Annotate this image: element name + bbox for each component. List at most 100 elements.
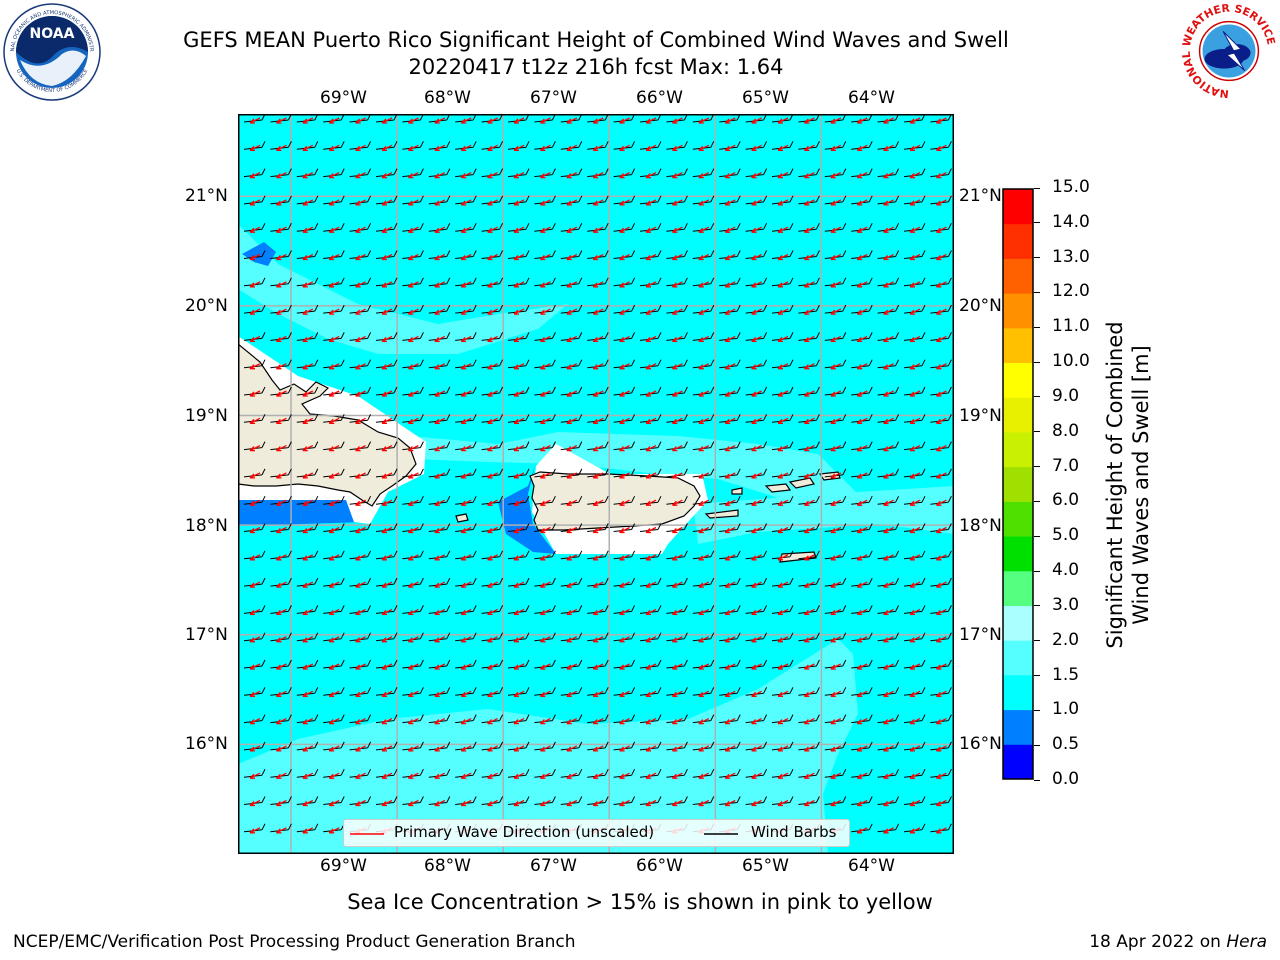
wave-direction-arrow [487, 663, 498, 670]
wave-direction-arrow [777, 199, 789, 206]
wave-direction-arrow [671, 226, 683, 233]
wave-direction-arrow [724, 417, 736, 424]
wave-direction-arrow [355, 308, 366, 315]
wave-direction-arrow [539, 772, 551, 779]
lat-label-left: 19°N [185, 406, 228, 426]
wave-direction-arrow [566, 745, 578, 752]
wave-direction-arrow [830, 581, 842, 588]
colorbar-tick-label: 9.0 [1052, 385, 1080, 406]
footer-credit: NCEP/EMC/Verification Post Processing Pr… [13, 932, 576, 952]
wave-direction-arrow [619, 581, 630, 588]
wave-direction-arrow [407, 499, 419, 506]
wave-direction-arrow [460, 445, 472, 452]
wave-direction-arrow [830, 199, 842, 206]
wave-direction-arrow [539, 335, 551, 343]
wave-direction-arrow [513, 636, 525, 643]
colorbar-tick-mark [1034, 779, 1040, 781]
colorbar-band [1003, 327, 1033, 364]
colorbar-band [1003, 258, 1033, 294]
wave-direction-arrow [751, 499, 762, 506]
wave-direction-arrow [407, 772, 419, 779]
wave-direction-arrow [645, 636, 657, 643]
wave-zone-light [388, 432, 858, 514]
wave-direction-arrow [883, 417, 894, 424]
wave-direction-arrow [487, 554, 498, 561]
wave-direction-arrow [566, 554, 578, 561]
wave-direction-arrow [883, 799, 894, 807]
wave-direction-arrow [592, 308, 604, 315]
wave-direction-arrow [381, 308, 393, 315]
wave-direction-arrow [935, 554, 947, 561]
wave-direction-arrow [856, 445, 868, 452]
wave-direction-arrow [513, 499, 525, 506]
wave-direction-arrow [434, 363, 446, 370]
wave-direction-arrow [803, 117, 815, 124]
wave-direction-arrow [539, 445, 551, 452]
wave-direction-arrow [487, 144, 498, 151]
wave-direction-arrow [619, 363, 630, 370]
wave-direction-arrow [487, 690, 498, 697]
wave-direction-arrow [487, 172, 498, 179]
colorbar-band [1003, 431, 1033, 468]
wave-direction-arrow [592, 499, 604, 506]
wave-direction-arrow [909, 363, 921, 370]
colorbar-label-line2: Wind Waves and Swell [m] [1129, 345, 1153, 625]
colorbar-band [1003, 536, 1033, 572]
wave-direction-arrow [434, 253, 446, 261]
wave-direction-arrow [883, 226, 894, 233]
wave-direction-arrow [328, 663, 340, 670]
wave-direction-arrow [566, 718, 578, 725]
wave-direction-arrow [381, 445, 393, 452]
wave-direction-arrow [724, 663, 736, 670]
wave-direction-arrow [592, 526, 604, 534]
wave-direction-arrow [909, 144, 921, 151]
wave-direction-arrow [355, 253, 366, 261]
wave-direction-arrow [355, 363, 366, 370]
wave-direction-arrow [830, 554, 842, 561]
wave-direction-arrow [909, 772, 921, 779]
hispaniola-landmass [238, 343, 417, 507]
wave-direction-arrow [883, 390, 894, 397]
wave-direction-arrow [328, 799, 340, 807]
wave-direction-arrow [619, 745, 630, 752]
wave-direction-arrow [566, 772, 578, 779]
wave-direction-arrow [856, 144, 868, 151]
wave-zone-low [498, 466, 556, 554]
wave-direction-arrow [619, 445, 630, 452]
wave-direction-arrow [803, 253, 815, 261]
wave-direction-arrow [566, 390, 578, 397]
wave-direction-arrow [328, 690, 340, 697]
wave-direction-arrow [751, 636, 762, 643]
wave-direction-arrow [909, 417, 921, 424]
wave-direction-arrow [592, 636, 604, 643]
wave-direction-arrow [698, 663, 710, 670]
wave-direction-arrow [909, 636, 921, 643]
culebra-island [731, 487, 743, 495]
wave-direction-arrow [460, 554, 472, 561]
colorbar-tick-label: 6.0 [1052, 490, 1080, 511]
wave-direction-arrow [275, 281, 287, 288]
wave-direction-arrow [381, 199, 393, 206]
wave-direction-arrow [355, 199, 366, 206]
wave-direction-arrow [328, 226, 340, 233]
wave-direction-arrow [539, 390, 551, 397]
wave-direction-arrow [513, 718, 525, 725]
wave-direction-arrow [407, 172, 419, 179]
wave-direction-arrow [434, 472, 446, 479]
wave-direction-arrow [460, 144, 472, 151]
wave-direction-arrow [935, 308, 947, 315]
wave-direction-arrow [275, 117, 287, 124]
wave-direction-arrow [803, 499, 815, 506]
wave-direction-arrow [513, 281, 525, 288]
wave-direction-arrow [302, 199, 314, 206]
wave-direction-arrow [671, 718, 683, 725]
wave-direction-arrow [460, 499, 472, 506]
wave-zone-low [242, 242, 276, 266]
wave-direction-arrow [803, 554, 815, 561]
lat-label-right: 18°N [959, 516, 1002, 536]
wave-direction-arrow [935, 144, 947, 151]
wave-direction-arrow [777, 308, 789, 315]
wave-direction-arrow [355, 281, 366, 288]
wave-direction-arrow [803, 308, 815, 315]
colorbar-tick-label: 10.0 [1052, 351, 1090, 372]
